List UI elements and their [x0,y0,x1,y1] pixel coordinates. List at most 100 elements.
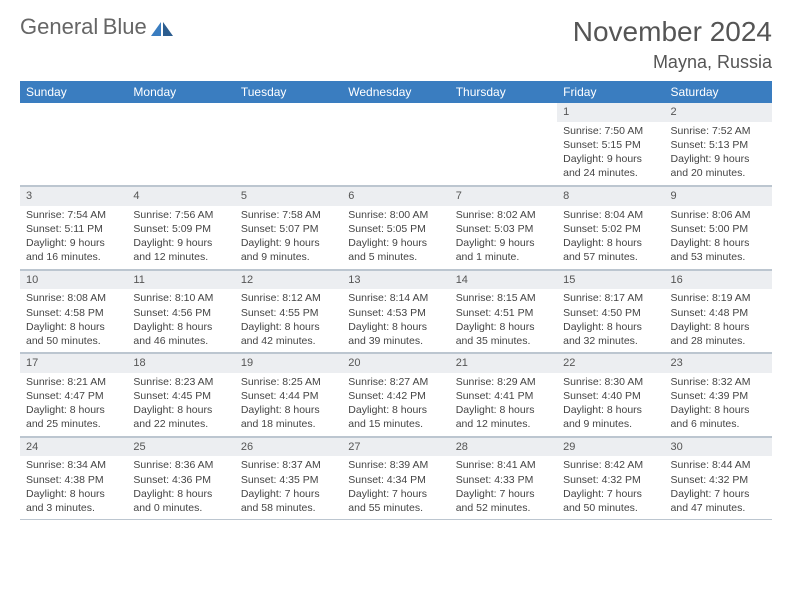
day-number: 2 [665,103,772,122]
daylight-text: and 20 minutes. [671,166,766,180]
day-number: 26 [235,437,342,457]
sunrise-text: Sunrise: 8:06 AM [671,208,766,222]
sunset-text: Sunset: 4:45 PM [133,389,228,403]
daylight-text: and 32 minutes. [563,334,658,348]
day-body: Sunrise: 8:04 AMSunset: 5:02 PMDaylight:… [557,206,664,269]
brand-name-1: General [20,14,98,39]
daylight-text: Daylight: 9 hours [563,152,658,166]
sunrise-text: Sunrise: 8:10 AM [133,291,228,305]
daylight-text: and 9 minutes. [241,250,336,264]
sunset-text: Sunset: 4:40 PM [563,389,658,403]
daylight-text: and 12 minutes. [133,250,228,264]
calendar-day-cell: 26Sunrise: 8:37 AMSunset: 4:35 PMDayligh… [235,436,342,520]
day-body: Sunrise: 8:19 AMSunset: 4:48 PMDaylight:… [665,289,772,352]
daylight-text: Daylight: 9 hours [241,236,336,250]
sunrise-text: Sunrise: 8:34 AM [26,458,121,472]
calendar-day-cell [450,103,557,186]
sunrise-text: Sunrise: 8:36 AM [133,458,228,472]
daylight-text: Daylight: 7 hours [563,487,658,501]
sunrise-text: Sunrise: 8:32 AM [671,375,766,389]
day-number: 9 [665,186,772,206]
calendar-week-row: 1Sunrise: 7:50 AMSunset: 5:15 PMDaylight… [20,103,772,186]
day-number: 7 [450,186,557,206]
calendar-day-cell [20,103,127,186]
day-body: Sunrise: 7:58 AMSunset: 5:07 PMDaylight:… [235,206,342,269]
sunset-text: Sunset: 5:05 PM [348,222,443,236]
day-number: 25 [127,437,234,457]
calendar-day-cell: 13Sunrise: 8:14 AMSunset: 4:53 PMDayligh… [342,269,449,353]
day-body: Sunrise: 8:39 AMSunset: 4:34 PMDaylight:… [342,456,449,519]
daylight-text: Daylight: 8 hours [133,487,228,501]
daylight-text: and 57 minutes. [563,250,658,264]
sunset-text: Sunset: 4:47 PM [26,389,121,403]
day-number: 20 [342,353,449,373]
day-body: Sunrise: 8:00 AMSunset: 5:05 PMDaylight:… [342,206,449,269]
calendar-day-cell: 16Sunrise: 8:19 AMSunset: 4:48 PMDayligh… [665,269,772,353]
sunrise-text: Sunrise: 7:52 AM [671,124,766,138]
sunset-text: Sunset: 5:07 PM [241,222,336,236]
daylight-text: Daylight: 7 hours [348,487,443,501]
daylight-text: Daylight: 7 hours [671,487,766,501]
day-body: Sunrise: 8:44 AMSunset: 4:32 PMDaylight:… [665,456,772,519]
sunset-text: Sunset: 4:44 PM [241,389,336,403]
brand-logo: General Blue [20,16,173,39]
calendar-day-cell: 15Sunrise: 8:17 AMSunset: 4:50 PMDayligh… [557,269,664,353]
sunset-text: Sunset: 4:53 PM [348,306,443,320]
calendar-day-cell: 7Sunrise: 8:02 AMSunset: 5:03 PMDaylight… [450,186,557,270]
sunrise-text: Sunrise: 8:00 AM [348,208,443,222]
day-number: 12 [235,270,342,290]
day-number: 22 [557,353,664,373]
sunset-text: Sunset: 5:02 PM [563,222,658,236]
daylight-text: and 1 minute. [456,250,551,264]
location-label: Mayna, Russia [573,52,772,73]
sunset-text: Sunset: 4:51 PM [456,306,551,320]
weekday-header: Tuesday [235,81,342,103]
day-body: Sunrise: 8:21 AMSunset: 4:47 PMDaylight:… [20,373,127,436]
daylight-text: and 0 minutes. [133,501,228,515]
calendar-day-cell: 30Sunrise: 8:44 AMSunset: 4:32 PMDayligh… [665,436,772,520]
day-body: Sunrise: 8:12 AMSunset: 4:55 PMDaylight:… [235,289,342,352]
day-body: Sunrise: 8:02 AMSunset: 5:03 PMDaylight:… [450,206,557,269]
day-number: 30 [665,437,772,457]
weekday-header: Sunday [20,81,127,103]
sunrise-text: Sunrise: 7:54 AM [26,208,121,222]
sunset-text: Sunset: 4:56 PM [133,306,228,320]
daylight-text: and 25 minutes. [26,417,121,431]
day-body: Sunrise: 8:29 AMSunset: 4:41 PMDaylight:… [450,373,557,436]
sunrise-text: Sunrise: 8:14 AM [348,291,443,305]
sunrise-text: Sunrise: 8:44 AM [671,458,766,472]
sunrise-text: Sunrise: 8:15 AM [456,291,551,305]
page-title: November 2024 [573,16,772,48]
day-body: Sunrise: 8:32 AMSunset: 4:39 PMDaylight:… [665,373,772,436]
sunset-text: Sunset: 4:48 PM [671,306,766,320]
daylight-text: Daylight: 8 hours [26,403,121,417]
day-body: Sunrise: 8:37 AMSunset: 4:35 PMDaylight:… [235,456,342,519]
day-body: Sunrise: 7:50 AMSunset: 5:15 PMDaylight:… [557,122,664,185]
sunrise-text: Sunrise: 8:42 AM [563,458,658,472]
sunrise-text: Sunrise: 7:50 AM [563,124,658,138]
daylight-text: and 3 minutes. [26,501,121,515]
weekday-header: Thursday [450,81,557,103]
logo-triangle-icon [151,22,161,36]
daylight-text: Daylight: 9 hours [133,236,228,250]
daylight-text: Daylight: 8 hours [456,403,551,417]
sunset-text: Sunset: 4:50 PM [563,306,658,320]
daylight-text: Daylight: 9 hours [671,152,766,166]
daylight-text: Daylight: 8 hours [26,320,121,334]
day-number: 28 [450,437,557,457]
day-body: Sunrise: 8:17 AMSunset: 4:50 PMDaylight:… [557,289,664,352]
sunrise-text: Sunrise: 8:02 AM [456,208,551,222]
day-number: 4 [127,186,234,206]
daylight-text: and 12 minutes. [456,417,551,431]
day-body: Sunrise: 8:14 AMSunset: 4:53 PMDaylight:… [342,289,449,352]
sunrise-text: Sunrise: 8:23 AM [133,375,228,389]
daylight-text: and 28 minutes. [671,334,766,348]
day-body: Sunrise: 8:23 AMSunset: 4:45 PMDaylight:… [127,373,234,436]
weekday-header: Friday [557,81,664,103]
calendar-day-cell: 29Sunrise: 8:42 AMSunset: 4:32 PMDayligh… [557,436,664,520]
day-body: Sunrise: 8:25 AMSunset: 4:44 PMDaylight:… [235,373,342,436]
day-number: 16 [665,270,772,290]
sunset-text: Sunset: 4:32 PM [563,473,658,487]
calendar-day-cell: 9Sunrise: 8:06 AMSunset: 5:00 PMDaylight… [665,186,772,270]
calendar-day-cell: 19Sunrise: 8:25 AMSunset: 4:44 PMDayligh… [235,353,342,437]
